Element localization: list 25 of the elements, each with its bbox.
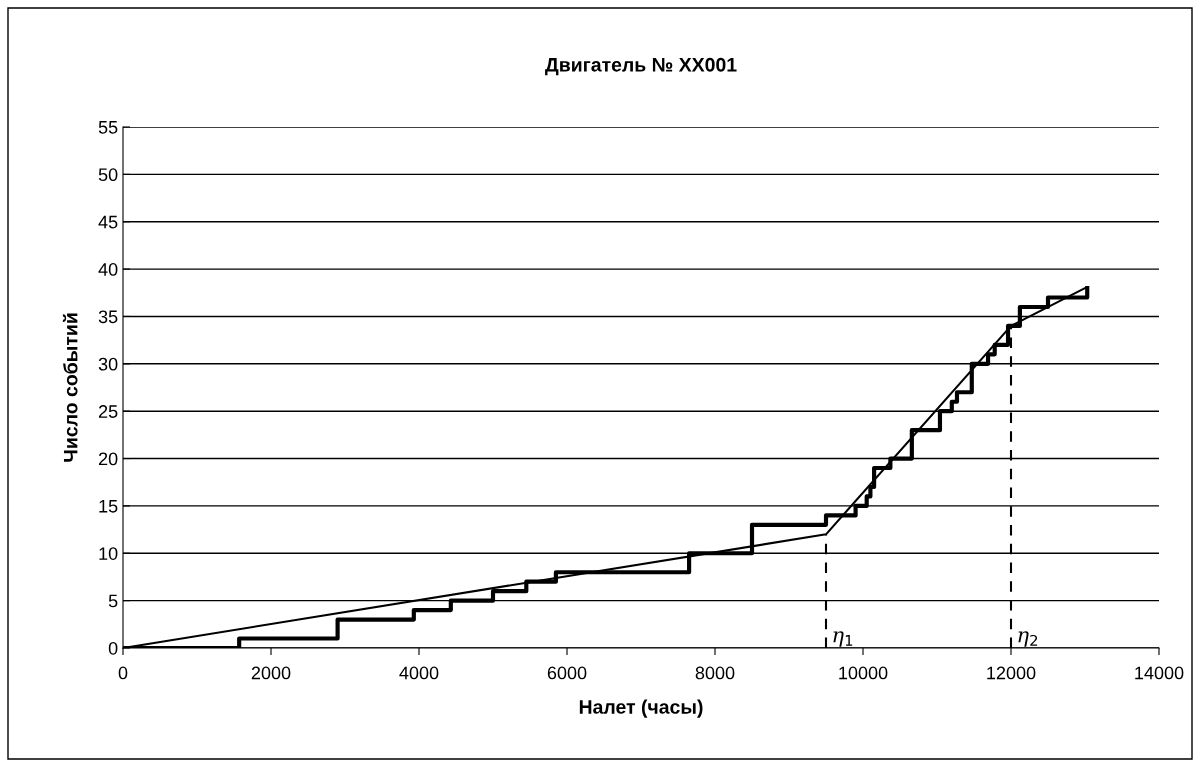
y-axis-title: Число событий	[62, 313, 78, 462]
y-tick-label: 0	[108, 641, 118, 655]
y-tick-label: 30	[98, 357, 118, 371]
x-axis-title: Налет (часы)	[579, 699, 703, 718]
x-tick-label: 6000	[547, 666, 587, 680]
chart-title: Двигатель № XX001	[545, 57, 737, 76]
x-tick-label: 12000	[987, 666, 1036, 680]
y-tick-label: 35	[98, 310, 118, 324]
y-tick-label: 20	[98, 452, 118, 466]
annotation: η$_{1}$	[833, 631, 853, 647]
y-tick-label: 45	[98, 215, 118, 229]
y-tick-label: 10	[99, 547, 118, 560]
y-tick-label: 40	[98, 263, 118, 276]
y-tick-label: 5	[108, 594, 118, 608]
x-tick-label: 10000	[839, 666, 888, 680]
x-tick-label: 2000	[251, 666, 291, 680]
y-tick-label: 50	[98, 168, 118, 182]
y-tick-label: 55	[98, 121, 118, 134]
annotation: η$_{2}$	[1018, 631, 1038, 647]
x-tick-label: 4000	[399, 666, 439, 680]
x-tick-label: 8000	[695, 666, 735, 680]
y-tick-label: 15	[99, 500, 118, 513]
y-tick-label: 25	[98, 405, 118, 418]
x-tick-label: 14000	[1135, 666, 1184, 680]
x-tick-label: 0	[118, 666, 128, 680]
